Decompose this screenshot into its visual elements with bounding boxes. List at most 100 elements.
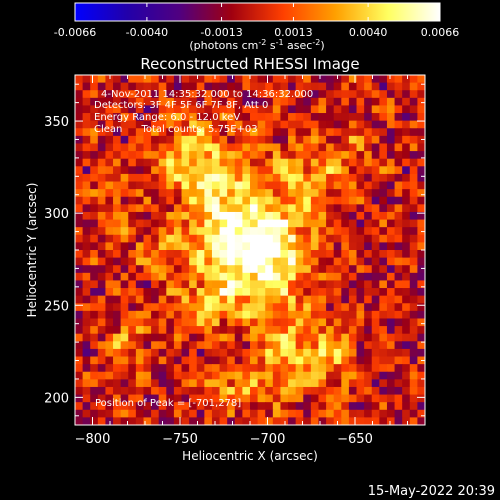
heatmap-cell <box>326 189 335 198</box>
heatmap-cell <box>227 265 236 274</box>
heatmap-cell <box>105 379 114 388</box>
heatmap-cell <box>303 135 312 145</box>
heatmap-cell <box>265 219 274 228</box>
heatmap-cell <box>310 402 320 411</box>
heatmap-cell <box>402 219 411 228</box>
heatmap-cell <box>135 113 145 122</box>
heatmap-cell <box>158 120 167 129</box>
heatmap-cell <box>204 189 213 198</box>
heatmap-cell <box>234 402 243 411</box>
heatmap-cell <box>158 257 167 266</box>
heatmap-cell <box>158 189 167 198</box>
colorbar-tick-label: -0.0013 <box>200 26 242 39</box>
heatmap-cell <box>333 143 342 152</box>
heatmap-cell <box>379 326 388 335</box>
heatmap-cell <box>280 272 289 282</box>
heatmap-cell <box>333 394 342 403</box>
heatmap-cell <box>386 242 396 251</box>
heatmap-cell <box>265 151 274 160</box>
heatmap-cell <box>326 204 335 213</box>
heatmap-cell <box>265 386 274 396</box>
heatmap-cell <box>356 272 365 282</box>
heatmap-cell <box>242 356 251 365</box>
heatmap-cell <box>371 219 380 228</box>
heatmap-cell <box>386 280 396 289</box>
heatmap-cell <box>371 227 380 236</box>
heatmap-cell <box>189 90 198 99</box>
heatmap-cell <box>143 219 152 228</box>
heatmap-cell <box>394 219 403 228</box>
heatmap-cell <box>90 82 99 91</box>
heatmap-cell <box>135 250 145 259</box>
heatmap-cell <box>204 318 213 327</box>
heatmap-cell <box>280 173 289 183</box>
heatmap-cell <box>82 402 91 411</box>
heatmap-cell <box>113 356 122 365</box>
heatmap-cell <box>143 151 152 160</box>
heatmap-cell <box>409 318 418 327</box>
heatmap-cell <box>386 272 396 282</box>
heatmap-cell <box>371 318 380 327</box>
heatmap-cell <box>417 120 425 129</box>
heatmap-cell <box>364 341 373 350</box>
heatmap-cell <box>90 257 99 266</box>
heatmap-cell <box>113 158 122 167</box>
colorbar-tick-label: 0.0013 <box>274 26 313 39</box>
heatmap-cell <box>250 379 259 388</box>
heatmap-cell <box>303 242 312 251</box>
heatmap-cell <box>120 265 129 274</box>
heatmap-cell <box>333 326 342 335</box>
heatmap-cell <box>97 379 107 388</box>
heatmap-cell <box>181 272 190 282</box>
heatmap-cell <box>402 371 411 380</box>
heatmap-cell <box>82 189 91 198</box>
heatmap-cell <box>75 189 84 198</box>
heatmap-cell <box>250 341 259 350</box>
heatmap-cell <box>120 128 129 137</box>
heatmap-cell <box>348 341 358 350</box>
heatmap-cell <box>173 333 183 342</box>
heatmap-cell <box>288 318 297 327</box>
heatmap-cell <box>303 151 312 160</box>
heatmap-cell <box>333 364 342 373</box>
heatmap-cell <box>364 272 373 282</box>
heatmap-cell <box>356 151 365 160</box>
heatmap-cell <box>120 120 129 129</box>
heatmap-cell <box>128 151 137 160</box>
heatmap-cell <box>379 196 388 205</box>
heatmap-cell <box>348 113 358 122</box>
heatmap-cell <box>143 257 152 266</box>
heatmap-cell <box>310 143 320 152</box>
heatmap-cell <box>250 356 259 365</box>
heatmap-cell <box>379 295 388 304</box>
heatmap-cell <box>211 371 221 380</box>
heatmap-cell <box>234 310 243 320</box>
heatmap-cell <box>143 364 152 373</box>
heatmap-cell <box>158 219 167 228</box>
heatmap-cell <box>341 356 350 365</box>
heatmap-cell <box>280 204 289 213</box>
heatmap-cell <box>90 272 99 282</box>
heatmap-cell <box>143 75 152 84</box>
heatmap-cell <box>303 211 312 221</box>
heatmap-cell <box>364 181 373 190</box>
heatmap-cell <box>97 181 107 190</box>
heatmap-cell <box>82 82 91 91</box>
heatmap-cell <box>310 348 320 358</box>
heatmap-cell <box>196 250 205 259</box>
heatmap-cell <box>272 250 282 259</box>
heatmap-cell <box>113 120 122 129</box>
heatmap-cell <box>219 379 228 388</box>
heatmap-cell <box>166 158 175 167</box>
heatmap-cell <box>386 219 396 228</box>
heatmap-cell <box>196 234 205 243</box>
heatmap-cell <box>219 204 228 213</box>
heatmap-cell <box>394 417 403 425</box>
heatmap-cell <box>341 135 350 145</box>
heatmap-cell <box>143 211 152 221</box>
heatmap-cell <box>348 310 358 320</box>
heatmap-cell <box>158 75 167 84</box>
heatmap-cell <box>310 113 320 122</box>
heatmap-cell <box>120 348 129 358</box>
heatmap-cell <box>379 173 388 183</box>
